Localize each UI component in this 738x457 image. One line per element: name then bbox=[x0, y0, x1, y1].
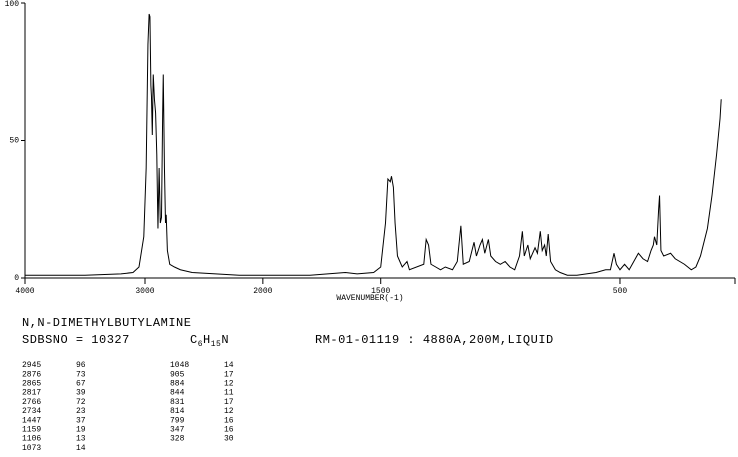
peak-intensity: 37 bbox=[76, 416, 86, 425]
peak-intensity: 16 bbox=[224, 416, 234, 425]
sdbs-number: SDBSNO = 10327 bbox=[22, 333, 130, 347]
spectrum-line bbox=[25, 13, 722, 276]
compound-name: N,N-DIMETHYLBUTYLAMINE bbox=[22, 316, 191, 330]
peak-intensity: 30 bbox=[224, 435, 234, 444]
peak-wavenumber: 1159 bbox=[22, 426, 41, 435]
peak-intensity: 67 bbox=[76, 380, 86, 389]
peak-wavenumber: 1073 bbox=[22, 444, 41, 453]
peak-wavenumber: 2945 bbox=[22, 361, 41, 370]
peak-wavenumber: 844 bbox=[170, 389, 185, 398]
peak-intensity: 12 bbox=[224, 380, 234, 389]
x-tick-label: 2000 bbox=[253, 287, 272, 296]
peak-intensity: 17 bbox=[224, 370, 234, 379]
formula: C6H15N bbox=[190, 333, 229, 349]
peak-wavenumber: 347 bbox=[170, 426, 185, 435]
peak-intensity: 73 bbox=[76, 370, 86, 379]
peak-wavenumber: 884 bbox=[170, 380, 185, 389]
peak-wavenumber: 1048 bbox=[170, 361, 189, 370]
peak-intensity: 11 bbox=[224, 389, 234, 398]
x-axis-label: WAVENUMBER(-1) bbox=[336, 294, 403, 303]
peak-intensity: 39 bbox=[76, 389, 86, 398]
peak-wavenumber: 2865 bbox=[22, 380, 41, 389]
y-tick-label: 0 bbox=[14, 274, 19, 283]
peak-wavenumber: 831 bbox=[170, 398, 185, 407]
peak-wavenumber: 905 bbox=[170, 370, 185, 379]
peak-wavenumber: 2766 bbox=[22, 398, 41, 407]
peak-wavenumber: 328 bbox=[170, 435, 185, 444]
formula-part: 15 bbox=[211, 340, 222, 349]
x-tick-label: 500 bbox=[613, 287, 628, 296]
y-tick-label: 100 bbox=[5, 0, 20, 9]
peak-wavenumber: 814 bbox=[170, 407, 185, 416]
x-tick-label: 1500 bbox=[371, 287, 390, 296]
y-tick-label: 50 bbox=[9, 137, 19, 146]
measurement: RM-01-01119 : 4880A,200M,LIQUID bbox=[315, 333, 554, 347]
peak-wavenumber: 2876 bbox=[22, 370, 41, 379]
x-tick-label: 4000 bbox=[15, 287, 34, 296]
peak-wavenumber: 2817 bbox=[22, 389, 41, 398]
peak-intensity: 14 bbox=[224, 361, 234, 370]
peak-intensity: 17 bbox=[224, 398, 234, 407]
peak-intensity: 14 bbox=[76, 444, 86, 453]
formula-part: 6 bbox=[198, 340, 203, 349]
peak-wavenumber: 799 bbox=[170, 416, 185, 425]
peak-intensity: 72 bbox=[76, 398, 86, 407]
peak-intensity: 12 bbox=[224, 407, 234, 416]
peak-wavenumber: 2734 bbox=[22, 407, 41, 416]
peak-wavenumber: 1447 bbox=[22, 416, 41, 425]
x-tick-label: 3000 bbox=[135, 287, 154, 296]
formula-part: N bbox=[221, 333, 229, 347]
formula-part: H bbox=[203, 333, 211, 347]
peak-intensity: 16 bbox=[224, 426, 234, 435]
formula-part: C bbox=[190, 333, 198, 347]
peak-intensity: 13 bbox=[76, 435, 86, 444]
peak-intensity: 96 bbox=[76, 361, 86, 370]
peak-intensity: 23 bbox=[76, 407, 86, 416]
peak-wavenumber: 1106 bbox=[22, 435, 41, 444]
peak-intensity: 19 bbox=[76, 426, 86, 435]
